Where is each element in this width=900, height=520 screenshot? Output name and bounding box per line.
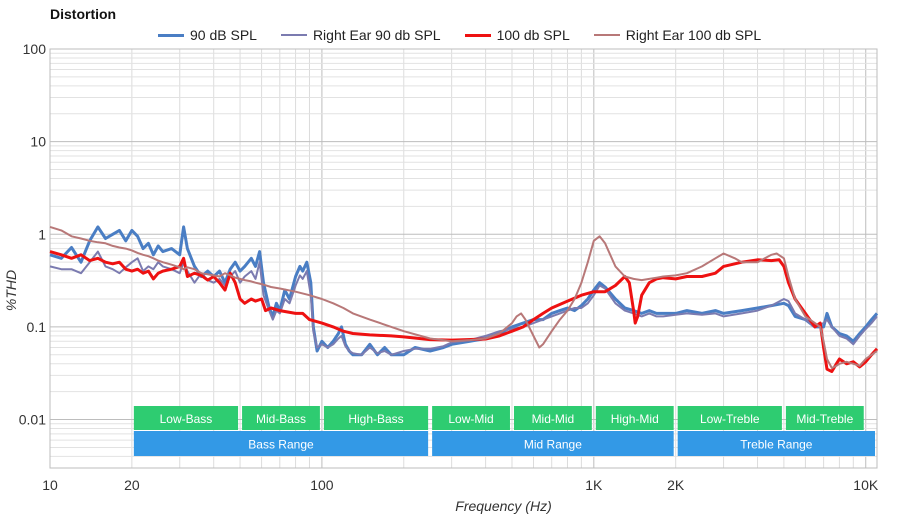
y-tick-label: 100 — [23, 41, 47, 57]
y-tick-label: 0.1 — [27, 319, 47, 335]
x-axis-label: Frequency (Hz) — [455, 498, 551, 514]
band-label: Low-Mid — [448, 412, 493, 426]
legend-label: Right Ear 90 db SPL — [312, 27, 441, 43]
band-label: Mid Range — [524, 438, 582, 452]
chart-legend: 90 dB SPL Right Ear 90 db SPL 100 db SPL Ri… — [158, 26, 785, 44]
y-tick-label: 1 — [38, 226, 46, 242]
y-axis-label: %THD — [3, 270, 19, 311]
band-mid-mid — [513, 406, 592, 430]
x-tick-label: 10K — [853, 477, 879, 493]
plot-frame — [49, 48, 878, 469]
legend-swatch — [464, 33, 491, 37]
y-tick-label: 0.01 — [19, 412, 46, 428]
band-label: Bass Range — [248, 438, 314, 452]
chart-title: Distortion — [50, 6, 117, 22]
band-low-treble — [677, 406, 782, 430]
band-mid-treble — [785, 406, 864, 430]
band-mid-bass — [242, 406, 320, 430]
legend-swatch — [280, 34, 307, 36]
legend-label: 90 dB SPL — [190, 27, 257, 43]
band-label: High-Mid — [611, 412, 659, 426]
band-label: Low-Treble — [700, 412, 760, 426]
legend-item[interactable]: Right Ear 100 db SPL — [593, 26, 762, 44]
x-tick-label: 20 — [124, 477, 140, 493]
x-tick-label: 2K — [667, 477, 685, 493]
legend-item[interactable]: Right Ear 90 db SPL — [280, 26, 441, 44]
band-label: Low-Bass — [160, 412, 213, 426]
x-tick-label: 10 — [42, 477, 58, 493]
band-label: Mid-Treble — [796, 412, 853, 426]
band-treble-range — [677, 431, 875, 456]
x-tick-label: 1K — [585, 477, 603, 493]
band-mid-range — [432, 431, 674, 456]
band-label: Treble Range — [740, 438, 813, 452]
y-tick-label: 10 — [30, 134, 46, 150]
legend-item[interactable]: 100 db SPL — [464, 26, 570, 44]
band-high-bass — [323, 406, 429, 430]
legend-swatch — [593, 34, 620, 36]
band-high-mid — [595, 406, 674, 430]
band-label: High-Bass — [348, 412, 403, 426]
band-label: Mid-Bass — [256, 412, 306, 426]
series-line-4 — [49, 225, 878, 369]
legend-item[interactable]: 90 dB SPL — [158, 26, 257, 44]
band-bass-range — [133, 431, 429, 456]
legend-label: 100 db SPL — [496, 27, 570, 43]
band-low-mid — [432, 406, 510, 430]
x-tick-label: 100 — [310, 477, 334, 493]
legend-label: Right Ear 100 db SPL — [625, 27, 762, 43]
legend-swatch — [158, 33, 184, 37]
band-label: Mid-Mid — [532, 412, 575, 426]
band-low-bass — [133, 406, 239, 430]
